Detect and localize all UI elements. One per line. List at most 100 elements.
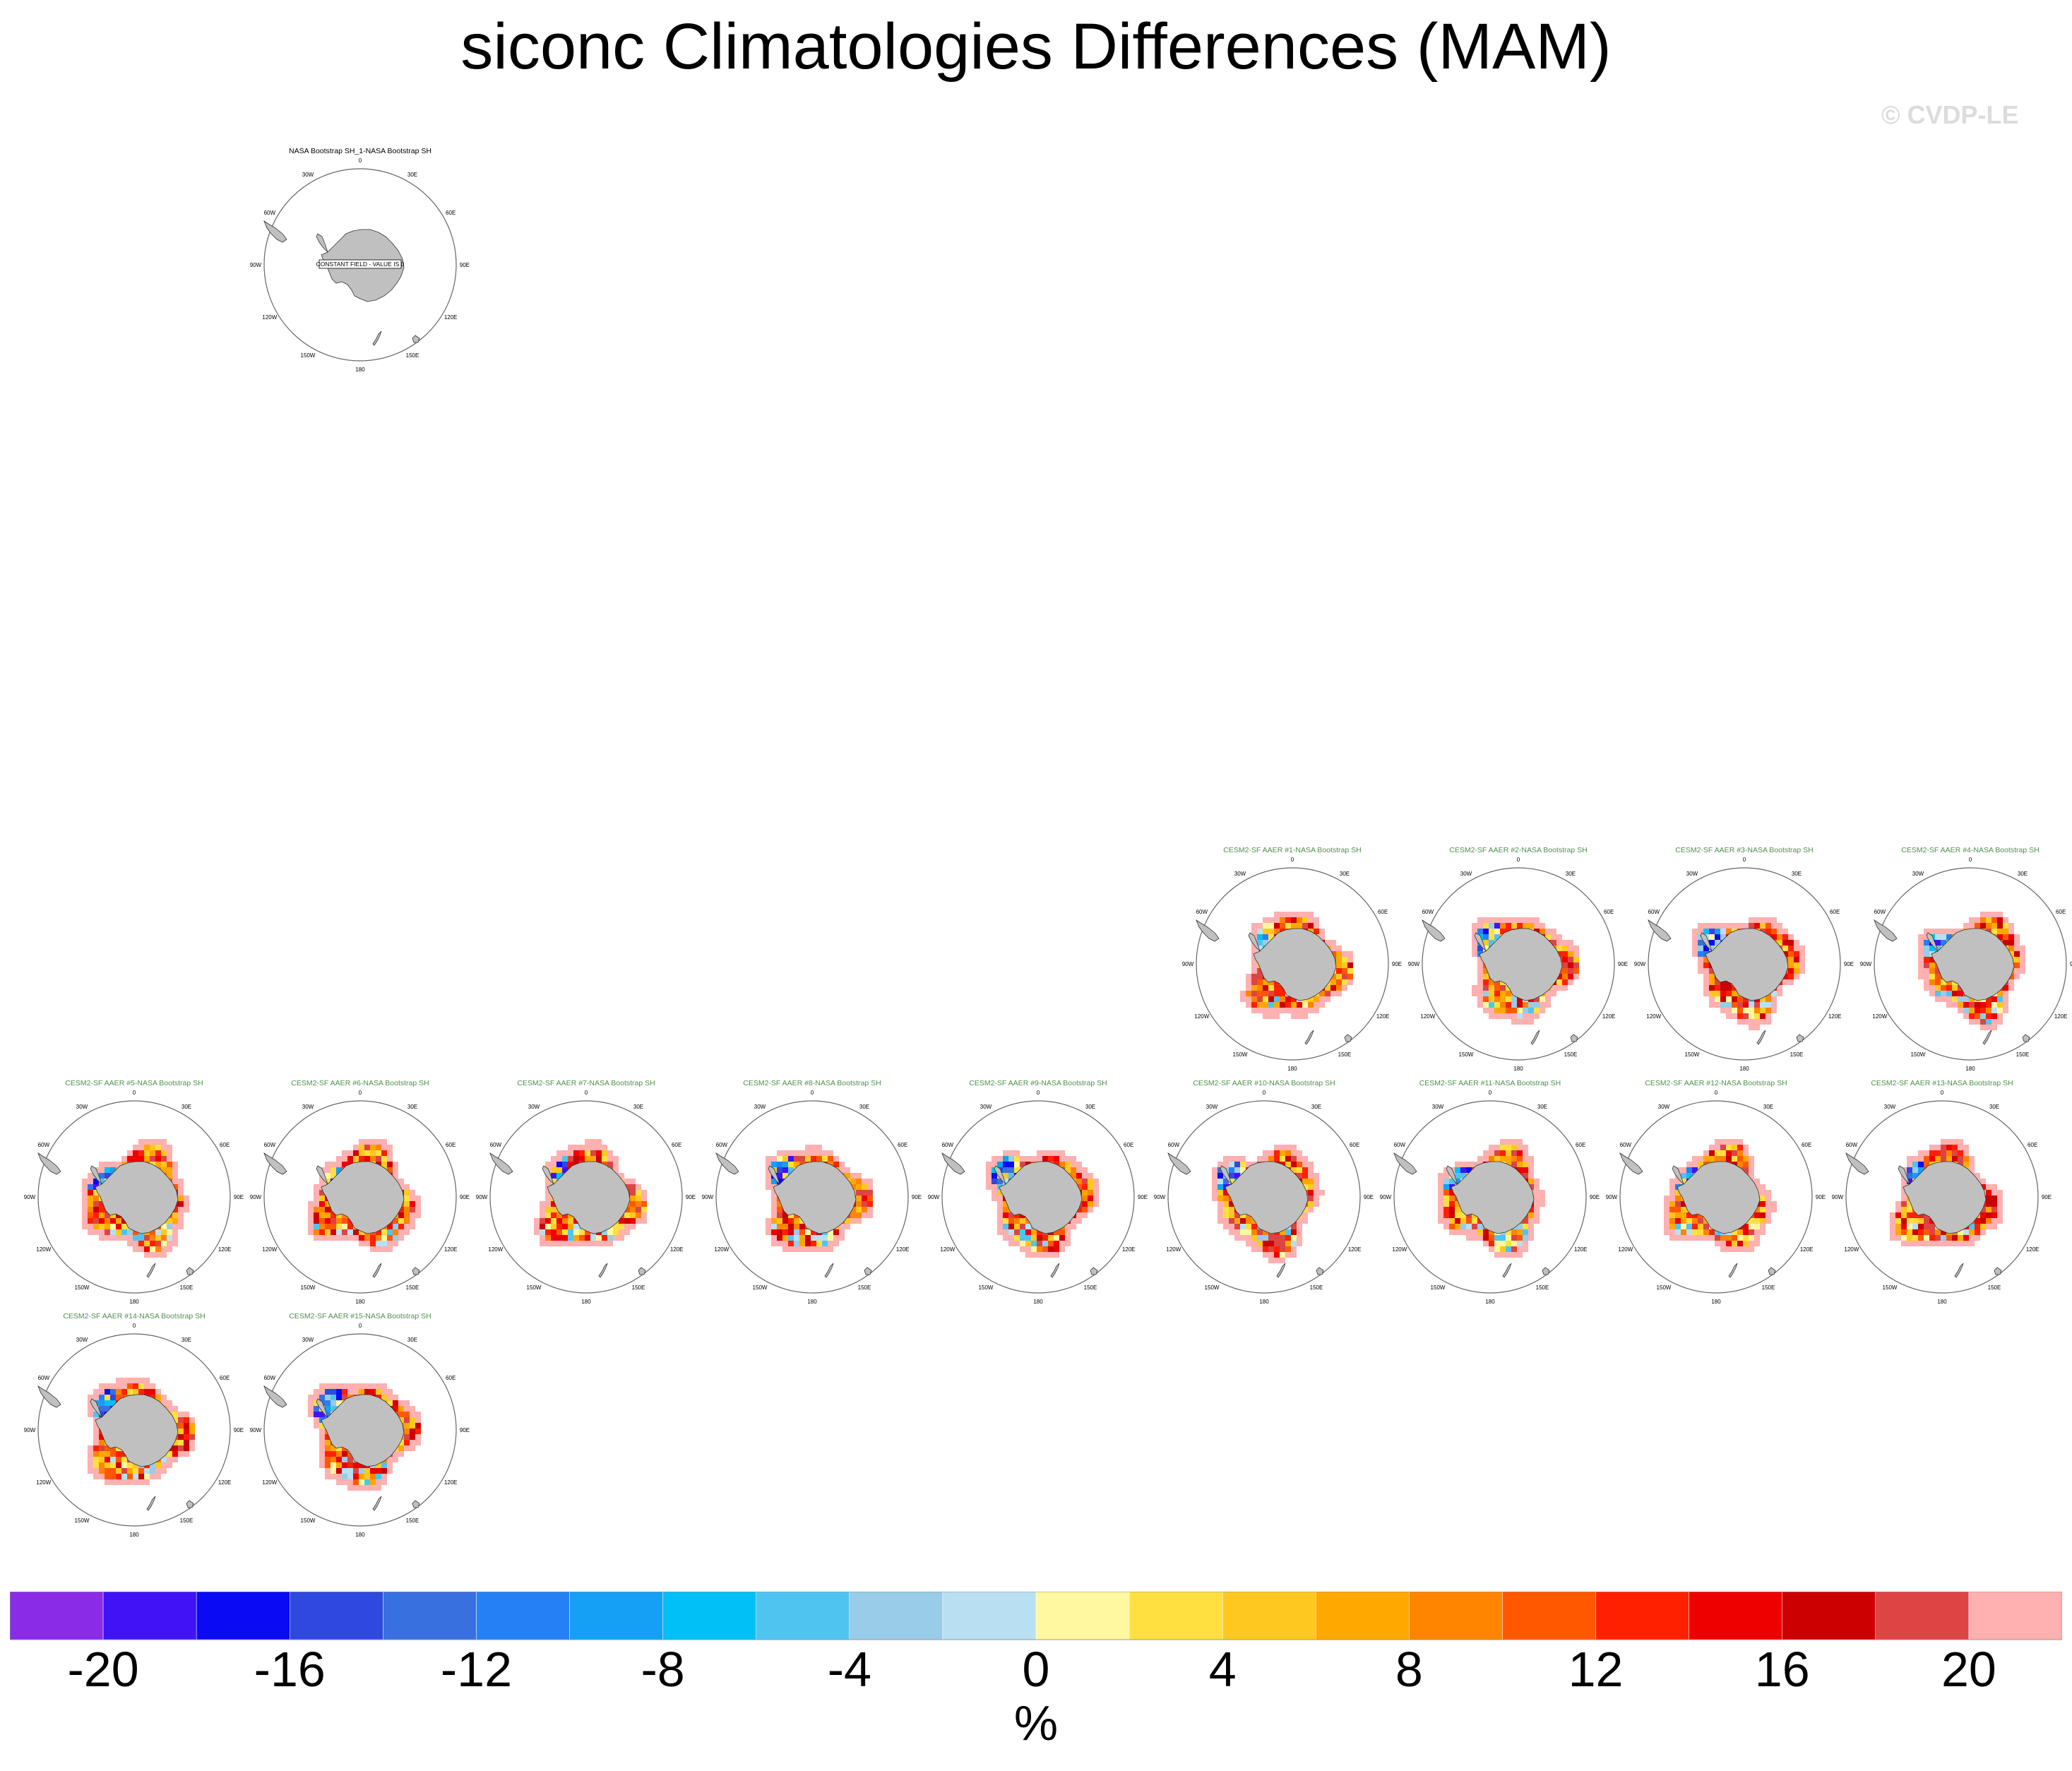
data-cell (1314, 1002, 1319, 1008)
data-cell (1065, 1229, 1071, 1235)
data-cell (1975, 1235, 1980, 1241)
data-cell (630, 1195, 636, 1201)
data-cell (1065, 1156, 1071, 1162)
data-cell (1703, 946, 1709, 951)
data-cell (1511, 1008, 1517, 1013)
data-cell (1912, 1167, 1918, 1173)
data-cell (1251, 1229, 1257, 1235)
south-america-land (1196, 919, 1220, 942)
data-cell (1042, 1235, 1048, 1241)
longitude-label: 60E (898, 1142, 907, 1148)
antarctica-land (773, 1161, 857, 1234)
longitude-label: 30W (302, 1337, 314, 1343)
data-cell (189, 1423, 195, 1429)
data-cell (1472, 951, 1477, 957)
data-cell (1438, 1190, 1443, 1195)
longitude-label: 30E (407, 172, 417, 178)
data-cell (325, 1389, 331, 1395)
data-cell (1703, 1150, 1709, 1156)
data-cell (1703, 962, 1709, 968)
longitude-label: 60E (2028, 1142, 2037, 1148)
data-cell (1082, 1195, 1088, 1201)
data-cell (1314, 1195, 1319, 1201)
data-cell (1545, 929, 1551, 934)
data-cell (1528, 1207, 1534, 1212)
data-cell (314, 1417, 319, 1423)
data-cell (1540, 1190, 1545, 1195)
data-cell (1969, 1235, 1975, 1241)
data-cell (1246, 979, 1251, 985)
data-cell (573, 1224, 579, 1229)
data-cell (88, 1218, 93, 1224)
data-cell (1777, 940, 1782, 946)
data-cell (1715, 1002, 1720, 1008)
data-cell (1782, 979, 1788, 985)
polar-map: CESM2-SF AAER #1-NASA Bootstrap SH030E60… (1182, 846, 1402, 1072)
data-cell (1212, 1173, 1217, 1179)
data-cell (1703, 1224, 1709, 1229)
longitude-label: 30W (1884, 1104, 1896, 1110)
data-cell (562, 1156, 568, 1162)
data-cell (1506, 1252, 1511, 1258)
new-zealand-land (372, 330, 382, 346)
data-cell (1726, 985, 1732, 991)
data-cell (1918, 1229, 1924, 1235)
data-cell (1291, 1145, 1297, 1150)
data-cell (1991, 1002, 1997, 1008)
longitude-label: 60W (942, 1142, 954, 1148)
data-cell (1935, 974, 1941, 979)
data-cell (1517, 1246, 1523, 1252)
data-cell (1517, 1224, 1523, 1229)
data-cell (1675, 1224, 1681, 1229)
data-cell (1455, 1162, 1460, 1167)
data-cell (1709, 1229, 1715, 1235)
data-cell (1946, 1241, 1952, 1246)
data-cell (336, 1235, 342, 1241)
colorbar-box (1875, 1592, 1970, 1640)
data-cell (1274, 923, 1280, 929)
data-cell (1551, 985, 1556, 991)
data-cell (1991, 1207, 1997, 1212)
data-cell (850, 1212, 856, 1218)
data-cell (404, 1440, 410, 1445)
data-cell (641, 1195, 647, 1201)
longitude-label: 120E (2054, 1013, 2068, 1020)
data-cell (1093, 1179, 1099, 1184)
data-cell (1466, 1224, 1472, 1229)
south-america-land (37, 1152, 61, 1175)
longitude-label: 60W (1874, 909, 1886, 915)
data-cell (1500, 1252, 1506, 1258)
data-cell (150, 1462, 155, 1468)
data-cell (1280, 1246, 1285, 1252)
colorbar-box (662, 1592, 756, 1640)
data-cell (1506, 991, 1511, 996)
data-cell (110, 1451, 116, 1457)
data-cell (347, 1479, 353, 1485)
data-cell (1918, 1150, 1924, 1156)
data-cell (1907, 1173, 1912, 1179)
data-cell (404, 1184, 410, 1190)
data-cell (613, 1162, 619, 1167)
data-cell (1946, 929, 1952, 934)
data-cell (1302, 912, 1308, 917)
data-cell (1477, 991, 1483, 996)
longitude-label: 150E (1988, 1284, 2001, 1291)
data-cell (1986, 1008, 1991, 1013)
data-cell (308, 1224, 314, 1229)
data-cell (1054, 1156, 1059, 1162)
longitude-label: 180 (1259, 1299, 1269, 1305)
data-cell (376, 1156, 381, 1162)
data-cell (1743, 1167, 1749, 1173)
data-cell (1302, 917, 1308, 923)
data-cell (1082, 1212, 1088, 1218)
data-cell (359, 1229, 364, 1235)
data-cell (161, 1229, 167, 1235)
data-cell (1342, 979, 1347, 985)
data-cell (138, 1378, 144, 1383)
data-cell (1291, 1008, 1297, 1013)
colorbar-box (569, 1592, 663, 1640)
data-cell (1489, 1145, 1494, 1150)
data-cell (1246, 996, 1251, 1002)
data-cell (99, 1400, 105, 1406)
data-cell (1506, 917, 1511, 923)
